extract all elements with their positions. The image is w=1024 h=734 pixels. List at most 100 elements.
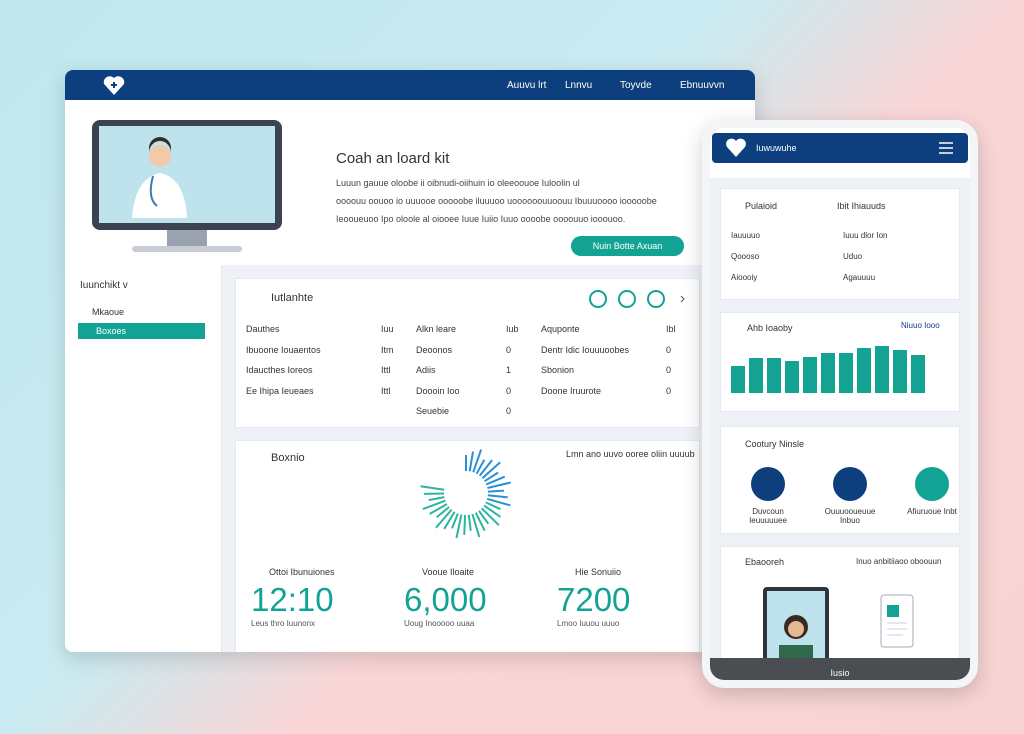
status-icons [589,290,685,308]
sidebar-item[interactable]: Mkaoue [92,307,125,317]
stat-value: 12:10 [251,581,334,618]
care-icon[interactable] [751,467,785,501]
graphic-part [618,290,636,308]
card-aside: Inuo anbitiiaoo oboouun [856,557,942,566]
stat-label: Vooue Iloaite [422,567,475,577]
row-value: Itm [381,344,394,355]
card-cell: Iauuuuo [731,231,760,240]
bar [731,366,745,393]
video-card: Ebaooreh Inuo anbitiiaoo oboouun [720,546,960,666]
card-heading: Ibit Ihiauuds [837,201,886,211]
patient-card: Pulaioid Ibit Ihiauuds Iauuuuo Iuuu dlor Io… [720,188,960,300]
row-value: 0 [506,406,512,416]
radial-spoke [472,449,483,473]
row-label: Doone Iruurote [541,385,602,396]
monitor-illustration [92,120,282,252]
desktop-window: Auuvu lrt Lnnvu Toyvde Ebnuuvvn Coah an … [65,70,755,652]
bar [893,350,907,393]
row-label: Dauthes [246,324,280,334]
radial-spoke [484,471,499,483]
graphic-part [726,138,746,157]
radial-spoke [487,494,508,499]
nav-link[interactable]: Ebnuuvvn [680,80,725,91]
card-title: Ebaooreh [745,557,785,567]
video-illustration [763,587,914,662]
radial-spoke [487,481,512,489]
care-label: Afiuruoue Inbt [907,507,957,516]
stat-label: Hie Sonuiio [575,567,622,577]
row-value: 0 [666,365,672,375]
bar [839,353,853,393]
menu-icon[interactable] [938,141,954,155]
card-title: Cootury Ninsle [745,439,805,449]
row-label: Adiis [416,365,436,375]
row-value: Iub [506,324,519,334]
bar [767,358,781,393]
radial-spoke [429,503,448,515]
graphic-part [99,126,275,223]
phone-header: Iuwuwuhe [712,133,968,163]
top-bar: Auuvu lrt Lnnvu Toyvde Ebnuuvvn [65,70,755,100]
nav-link[interactable]: Toyvde [620,80,652,91]
card-cell: Uduo [843,252,863,261]
radial-spoke [455,514,463,539]
stat-value: 6,000 [404,581,487,618]
bar [911,355,925,393]
radial-spoke [451,513,459,529]
radial-spoke [468,451,474,472]
radial-spoke [467,514,472,531]
row-label: Ee Ihipa Ieueaes [246,385,314,396]
bar [875,346,889,393]
care-icon[interactable] [915,467,949,501]
radial-spoke [478,459,493,477]
stat-note: Leus thro Iuunonx [251,619,316,628]
care-icon[interactable] [833,467,867,501]
care-card: Cootury Ninsle Duvcoun Ieuuuuuee Ouuuooue… [720,426,960,534]
graphic-part [167,230,207,248]
radial-spoke [481,507,500,526]
graphic-part [149,175,158,207]
row-value: 0 [506,344,512,355]
hero-button[interactable]: Nuin Botte Axuan [571,236,684,256]
radial-spoke [483,504,502,518]
card-cell: Iuuu dlor Ion [843,231,888,240]
legend: Niuuo Iooo [901,321,940,330]
nav-link[interactable]: Auuvu lrt [507,80,547,91]
sidebar-menu[interactable]: Iuunchikt v [80,280,128,291]
graphic-part [148,137,171,154]
phone: Iuwuwuhe Pulaioid Ibit Ihiauuds Iauuuuo Iuu… [702,120,978,688]
graphic-part [788,621,804,637]
bar [749,358,763,393]
graphic-part [939,142,953,154]
card-title: Ahb Ioaoby [747,323,793,333]
stat-label: Ottoi Ibunuiones [269,567,335,577]
card-cell: Agauuuu [843,273,876,282]
row-value: 1 [506,365,512,375]
radial-spoke [436,506,450,518]
radial-spoke [486,497,511,507]
radial-spoke [435,509,453,529]
main-area: Iutlanhte Dauthes Iuu Ibuoone Iouaentos Itm… [222,265,755,652]
panel-title: Boxnio [271,452,305,464]
radial-spoke [485,501,501,511]
text-line: Luuun gauue oloobe ii oibnudi-oiihuin io… [336,178,580,188]
row-value: Ittl [381,385,391,396]
row-label: Dentr Idic Iouuuoobes [541,344,630,355]
radial-graphic [420,449,512,539]
bar [821,353,835,393]
radial-spoke [420,485,445,491]
row-label: Idaucthes Ioreos [246,365,313,375]
card-heading: Pulaioid [745,201,778,211]
graphic-part [647,290,665,308]
logo [103,76,125,95]
graphic-part [111,82,117,88]
panel-title: Iutlanhte [271,292,314,304]
sidebar-item-active[interactable]: Boxoes [78,323,205,339]
row-value: Ibl [666,324,676,334]
nav-link[interactable]: Lnnvu [565,80,593,91]
bar [803,357,817,393]
overview-panel: Iutlanhte Dauthes Iuu Ibuoone Iouaentos Itm… [235,278,700,428]
graphic-part [680,295,685,303]
bar [857,348,871,393]
